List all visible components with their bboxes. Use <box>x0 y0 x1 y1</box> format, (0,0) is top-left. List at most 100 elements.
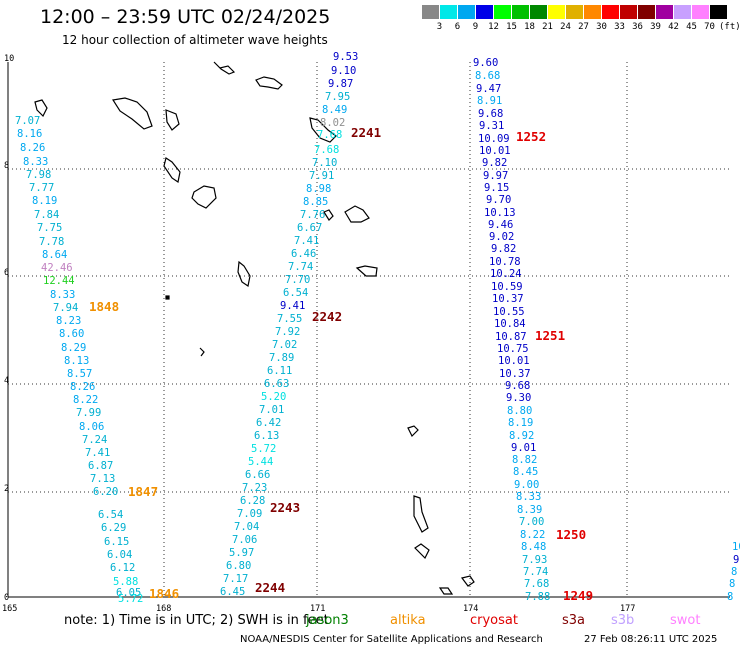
swh-observation: 7.55 <box>277 313 302 325</box>
swh-observation: 9.01 <box>511 442 536 454</box>
pass-time-label: 1250 <box>556 527 586 542</box>
swh-observation: 8.91 <box>477 95 502 107</box>
legend-color-swatch <box>548 5 565 19</box>
y-tick-label: 4 <box>4 376 9 386</box>
legend-value-label: 21 <box>542 22 553 32</box>
swh-observation: 8.33 <box>50 289 75 301</box>
swh-observation: 8.49 <box>322 104 347 116</box>
satellite-swot-label: swot <box>670 613 701 628</box>
legend-value-label: 45 <box>686 22 697 32</box>
legend-value-label: 15 <box>506 22 517 32</box>
legend-value-label: 42 <box>668 22 679 32</box>
legend-color-swatch <box>440 5 457 19</box>
swh-observation: 8.26 <box>70 381 95 393</box>
legend-value-label: 30 <box>596 22 607 32</box>
swh-observation: 9.00 <box>514 479 539 491</box>
swh-observation: 7.68 <box>524 578 549 590</box>
pass-time-label: 1846 <box>149 586 179 601</box>
swh-observation: 8.22 <box>520 529 545 541</box>
island-shape <box>355 265 378 277</box>
swh-observation: 5.44 <box>248 456 273 468</box>
island-shape <box>112 97 153 130</box>
legend-color-swatch <box>692 5 709 19</box>
swh-observation: 8.57 <box>67 368 92 380</box>
pass-time-label: 1251 <box>535 328 565 343</box>
swh-observation: 7.74 <box>523 566 548 578</box>
swh-observation: 8.26 <box>20 142 45 154</box>
swh-observation: 6.67 <box>297 222 322 234</box>
swh-observation: 7.89 <box>269 352 294 364</box>
swh-observation: 9.82 <box>482 157 507 169</box>
swh-observation: 8.19 <box>508 417 533 429</box>
swh-observation: 6.42 <box>256 417 281 429</box>
swh-observation: 7.00 <box>519 516 544 528</box>
legend-color-swatch <box>494 5 511 19</box>
swh-observation: 9.60 <box>473 57 498 69</box>
footer-timestamp: 27 Feb 08:26:11 UTC 2025 <box>584 634 718 645</box>
legend-color-swatch <box>620 5 637 19</box>
legend-color-swatch <box>476 5 493 19</box>
swh-observation: 6.80 <box>226 560 251 572</box>
x-tick-label: 174 <box>463 604 478 614</box>
swh-observation: 12.44 <box>43 275 75 287</box>
island-shape <box>237 260 251 287</box>
pass-time-label: 1252 <box>516 129 546 144</box>
swh-observation: 7.88 <box>525 591 550 603</box>
swh-observation: 7.07 <box>15 115 40 127</box>
swh-observation: 8.02 <box>320 117 345 129</box>
legend-color-swatch <box>458 5 475 19</box>
swh-observation: 5.88 <box>113 576 138 588</box>
pass-time-label: 1249 <box>563 588 593 603</box>
x-tick-label: 165 <box>2 604 17 614</box>
chart-subtitle: 12 hour collection of altimeter wave hei… <box>62 33 328 47</box>
x-tick-label: 171 <box>310 604 325 614</box>
swh-observation: 6.20 <box>93 486 118 498</box>
swh-observation: 7.76 <box>300 209 325 221</box>
satellite-cryosat-label: cryosat <box>470 613 518 628</box>
legend-value-label: 33 <box>614 22 625 32</box>
swh-observation: 9.41 <box>280 300 305 312</box>
swh-observation: 8.92 <box>509 430 534 442</box>
swh-observation: 7.17 <box>223 573 248 585</box>
swh-observation: 8.33 <box>23 156 48 168</box>
swh-observation: 7.95 <box>325 91 350 103</box>
swh-observation: 10.75 <box>497 343 529 355</box>
island-shape <box>344 205 370 223</box>
swh-observation: 8.29 <box>61 342 86 354</box>
y-tick-label: 8 <box>4 161 9 171</box>
legend-value-label: 27 <box>578 22 589 32</box>
island-shape <box>34 99 48 118</box>
swh-observation: 9.53 <box>333 51 358 63</box>
swh-observation: 7.13 <box>90 473 115 485</box>
swh-observation: 7.74 <box>288 261 313 273</box>
legend-value-label: 18 <box>524 22 535 32</box>
y-tick-label: 6 <box>4 268 9 278</box>
island-shape <box>191 185 217 209</box>
footer-credit: NOAA/NESDIS Center for Satellite Applica… <box>240 634 543 645</box>
legend-value-label: (ft) <box>719 22 740 32</box>
swh-observation: 7.06 <box>232 534 257 546</box>
legend-color-swatch <box>656 5 673 19</box>
satellite-s3b-label: s3b <box>611 613 635 628</box>
swh-observation: 7.09 <box>237 508 262 520</box>
swh-observation: 10 <box>732 541 740 553</box>
swh-observation: 9.10 <box>331 65 356 77</box>
swh-observation: 9.82 <box>491 243 516 255</box>
swh-observation: 8.60 <box>59 328 84 340</box>
island-shape <box>255 76 283 90</box>
y-tick-label: 0 <box>4 593 9 603</box>
swh-observation: 6.05 <box>116 587 141 599</box>
swh-observation: 7.70 <box>285 274 310 286</box>
swh-observation: 5.72 <box>251 443 276 455</box>
legend-color-swatch <box>530 5 547 19</box>
pass-time-label: 2243 <box>270 500 300 515</box>
legend-value-label: 6 <box>454 22 461 32</box>
legend-color-swatch <box>710 5 727 19</box>
pass-time-label: 2241 <box>351 125 381 140</box>
chart-title: 12:00 – 23:59 UTC 02/24/2025 <box>40 6 331 28</box>
swh-observation: 9.97 <box>483 170 508 182</box>
island-shape <box>309 117 337 143</box>
island-shape <box>213 61 236 75</box>
y-axis-ticks: 10 8 6 4 2 0 <box>4 54 14 603</box>
island-outlines <box>34 61 475 595</box>
